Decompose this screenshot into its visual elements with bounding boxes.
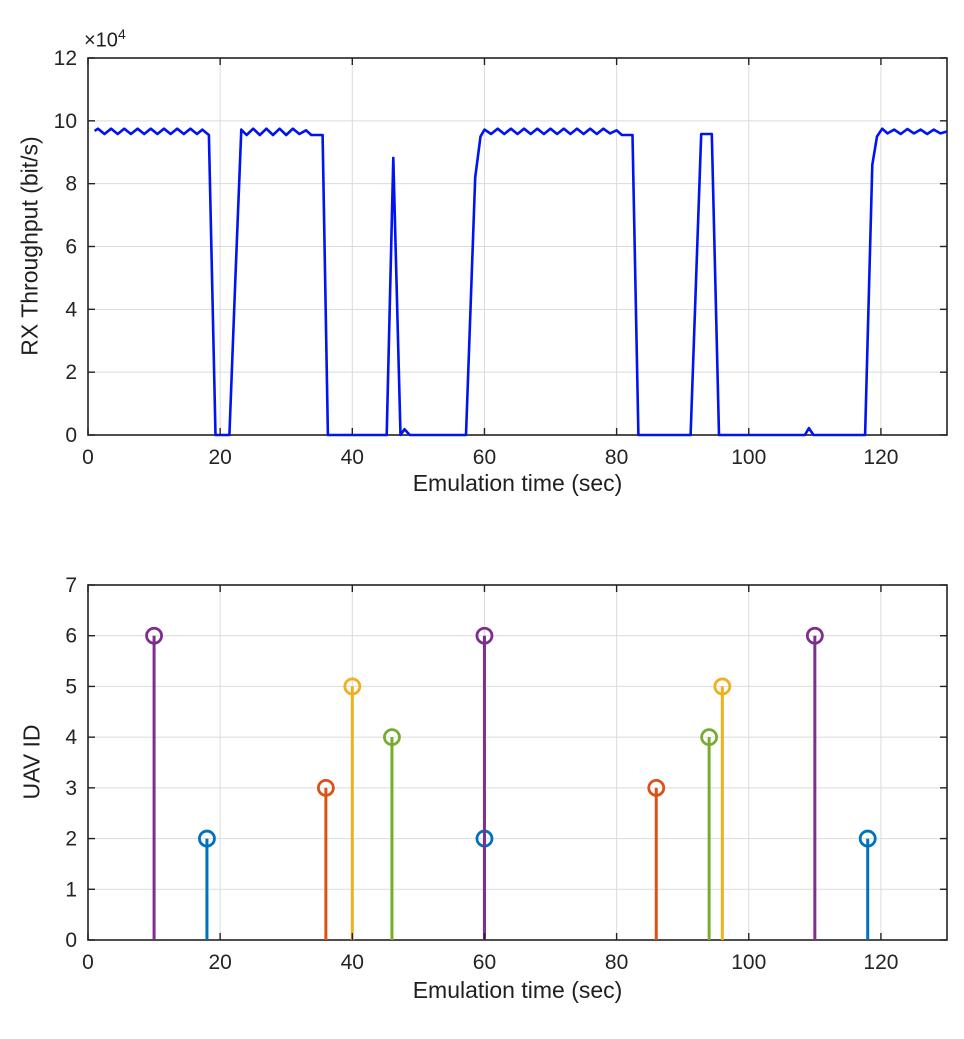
y-axis-exponent-base: ×10 [84, 29, 118, 52]
y-tick-label: 0 [65, 424, 77, 447]
y-tick-label: 6 [65, 236, 77, 259]
stem-marker-uav-4 [700, 728, 719, 747]
x-tick-label: 100 [731, 446, 766, 469]
y-tick-label: 4 [65, 726, 77, 749]
stem-marker-uav-2 [858, 829, 877, 848]
stem-marker-uav-5 [713, 677, 732, 696]
throughput-plot: 0 20 40 60 80 100 120 0 2 4 6 8 10 12 [54, 47, 948, 469]
stem-marker-uav-4 [383, 728, 401, 747]
y-tick-label: 7 [65, 574, 77, 597]
y-tick-label: 12 [54, 47, 77, 70]
x-tick-label: 0 [82, 446, 94, 469]
y-tick-label: 2 [65, 828, 77, 851]
y-tick-label: 10 [54, 110, 77, 133]
x-tick-label: 120 [863, 951, 898, 974]
x-tick-label: 20 [208, 951, 231, 974]
y-tick-label: 3 [65, 777, 77, 800]
y-tick-label: 2 [65, 361, 77, 384]
y-tick-label: 0 [65, 929, 77, 952]
y-axis-exponent-power: 4 [117, 26, 126, 42]
x-tick-label: 60 [473, 951, 496, 974]
stem-marker-uav-6 [145, 626, 163, 645]
y-tick-label: 8 [65, 173, 77, 196]
stem-marker-uav-2 [198, 829, 216, 848]
stem-marker-uav-6 [805, 626, 824, 645]
uav-id-plot: 0 20 40 60 80 100 120 0 1 2 3 4 5 6 7 [65, 574, 948, 974]
x-tick-label: 120 [863, 446, 898, 469]
uav-id-x-axis-label: Emulation time (sec) [412, 977, 623, 1003]
stem-marker-uav-5 [343, 677, 362, 696]
y-tick-label: 1 [65, 878, 77, 901]
stem-marker-uav-6 [475, 626, 494, 645]
x-tick-label: 80 [605, 951, 628, 974]
x-tick-label: 60 [473, 446, 496, 469]
x-tick-label: 20 [208, 446, 231, 469]
x-tick-label: 40 [341, 951, 364, 974]
x-tick-label: 40 [341, 446, 364, 469]
stem-marker-uav-3 [316, 778, 335, 797]
y-tick-label: 5 [65, 675, 77, 698]
stem-marker-uav-3 [647, 778, 666, 797]
y-axis-exponent-label: ×104 [84, 26, 126, 53]
axes-box [87, 584, 948, 941]
x-tick-label: 0 [82, 951, 94, 974]
x-tick-label: 80 [605, 446, 628, 469]
throughput-x-axis-label: Emulation time (sec) [412, 470, 623, 496]
y-tick-label: 4 [65, 298, 77, 321]
throughput-line-series [93, 127, 948, 437]
y-tick-label: 6 [65, 625, 77, 648]
x-tick-label: 100 [731, 951, 766, 974]
